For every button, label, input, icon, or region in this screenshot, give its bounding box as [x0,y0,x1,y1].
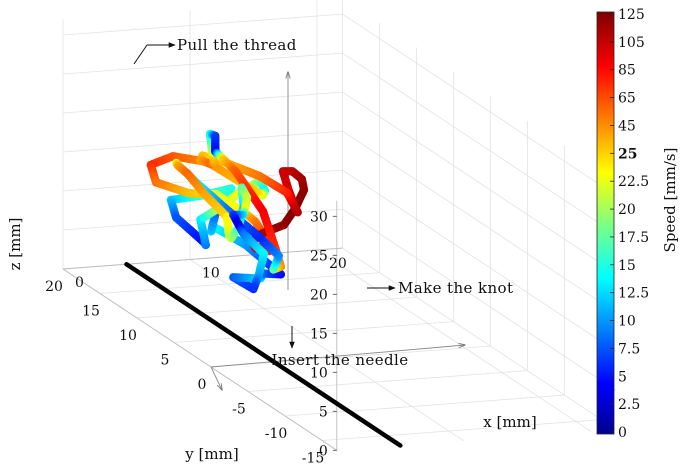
pull-arrow-stem [133,44,148,65]
grid-line [189,259,465,442]
y-tick-label: 10 [119,328,137,344]
annotation-knot: Make the knot [398,279,513,297]
x-tick-label: 10 [202,266,220,282]
y-tick-label: 5 [161,353,170,369]
z-axis-label: z [mm] [6,218,24,271]
annotation-insert: Insert the needle [272,351,409,369]
annotation-pull: Pull the thread [177,36,297,54]
grid-line [136,296,417,319]
grid-line [173,321,454,343]
z-tick-label: 25 [310,248,328,264]
axis-edge [62,247,343,270]
grid-line [210,345,491,368]
needle-line [124,262,403,448]
grid-line [321,419,602,441]
grid-line [247,370,528,392]
grid-line [342,247,617,430]
z-tick-label: 5 [319,404,328,420]
z-tick-label: 30 [310,209,328,225]
reference-axis-y [210,366,222,390]
grid-line [342,13,617,196]
colorbar-tick-label: 125 [618,7,645,23]
grid-line [62,52,343,75]
grid-line [342,52,617,235]
colorbar-tick-label: 20 [618,202,636,218]
colorbar-tick-label: 7.5 [618,341,640,357]
grid-line [62,91,343,114]
colorbar-tick-label: 15 [618,258,636,274]
colorbar-tick-label: 45 [618,118,636,134]
colorbar-tick-label: 25 [618,146,637,162]
y-tick-label: -15 [302,451,325,467]
colorbar [596,11,615,435]
colorbar-ticks: 0 2.5 5 7.5 10 12.5 15 17.5 20 22.5 25 45 65 85 105 125 [610,7,649,441]
z-tick-label: 10 [310,365,328,381]
y-tick-label: -10 [265,426,288,442]
colorbar-tick-label: 17.5 [618,230,649,246]
x-tick-label: 0 [75,275,84,291]
colorbar-tick-label: 105 [618,35,645,51]
colorbar-tick-label: 65 [618,91,636,107]
needle-layer [124,262,403,448]
colorbar-tick-label: 12.5 [618,286,649,302]
y-axis-label: y [mm] [184,445,238,463]
z-tick-label: 15 [310,326,328,342]
trajectory [146,129,309,294]
grid-line [342,208,617,391]
x-tick-label: 20 [329,256,347,272]
trajectory-point [250,282,259,292]
axes-grid [62,0,617,451]
colorbar-tick-label: 5 [618,369,627,385]
grid-line [62,130,343,153]
colorbar-tick-label: 85 [618,63,636,79]
y-tick-label: -5 [232,402,246,418]
z-tick-label: 0 [319,443,328,459]
y-tick-label: 0 [198,377,207,393]
grid-line [342,130,617,313]
axis-edge [62,268,338,451]
x-axis-label: x [mm] [483,413,536,431]
colorbar-tick-label: 10 [618,314,636,330]
grid-line [342,169,617,352]
grid-line [342,91,617,274]
grid-line [316,249,592,432]
y-tick-label: 15 [82,304,100,320]
colorbar-tick-label: 0 [618,425,627,441]
reference-axis-x [210,345,465,368]
colorbar-label: Speed [mm/s] [661,148,679,253]
colorbar-tick-label: 22.5 [618,174,649,190]
z-tick-label: 20 [310,287,328,303]
grid-line [284,394,565,417]
grid-line [62,13,343,36]
y-tick-label: 20 [45,279,63,295]
colorbar-tick-label: 2.5 [618,397,640,413]
